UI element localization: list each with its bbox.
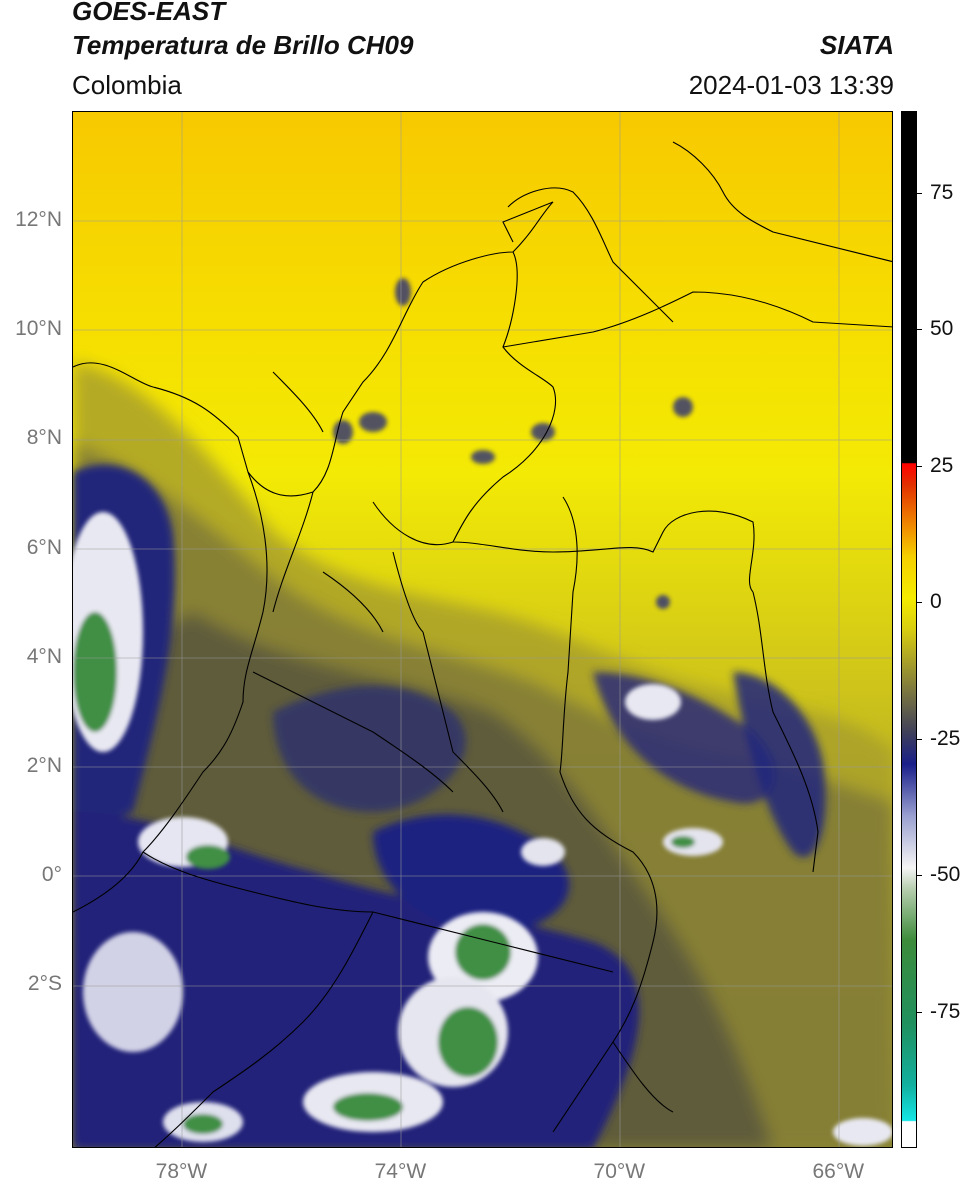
latitude-tick-label: 6°N (26, 535, 62, 559)
colorbar-tick-label: -50 (930, 863, 961, 887)
colorbar-tick-label: 50 (930, 317, 954, 341)
latitude-tick-label: 2°N (26, 753, 62, 777)
latitude-tick-label: 4°N (26, 644, 62, 668)
brightness-temperature-image (73, 112, 892, 1147)
colorbar-tick-label: 25 (930, 453, 954, 477)
colorbar-tick-label: 75 (930, 180, 954, 204)
longitude-tick-label: 78°W (155, 1160, 208, 1183)
latitude-tick-label: 0° (41, 863, 62, 887)
organization-label: SIATA (819, 30, 894, 60)
longitude-tick-label: 66°W (812, 1160, 865, 1183)
longitude-tick-label: 74°W (374, 1160, 427, 1183)
colorbar-tick-label: -25 (930, 726, 961, 750)
colorbar-tick-label: -75 (930, 999, 961, 1023)
colorbar-tick-mark (917, 738, 922, 740)
colorbar-tick-mark (917, 329, 922, 331)
country-borders (73, 141, 892, 1147)
colorbar-tick-mark (917, 192, 922, 194)
colorbar-tick-mark (917, 875, 922, 877)
latitude-tick-label: 8°N (26, 426, 62, 450)
datetime-label: 2024-01-03 13:39 (688, 70, 894, 100)
latitude-tick-label: 10°N (15, 317, 62, 341)
latitude-tick-label: 2°S (27, 972, 62, 996)
colorbar-tick-mark (917, 1011, 922, 1013)
colorbar-tick-label: 0 (930, 590, 942, 614)
colorbar-tick-mark (917, 602, 922, 604)
colorbar (901, 111, 917, 1148)
colorbar-tick-mark (917, 465, 922, 467)
latitude-tick-label: 12°N (15, 208, 62, 232)
product-title: Temperatura de Brillo CH09 (72, 30, 414, 60)
longitude-tick-label: 70°W (593, 1160, 646, 1183)
region-label: Colombia (72, 70, 182, 100)
satellite-title: GOES-EAST (72, 0, 226, 26)
satellite-map[interactable] (72, 111, 893, 1148)
